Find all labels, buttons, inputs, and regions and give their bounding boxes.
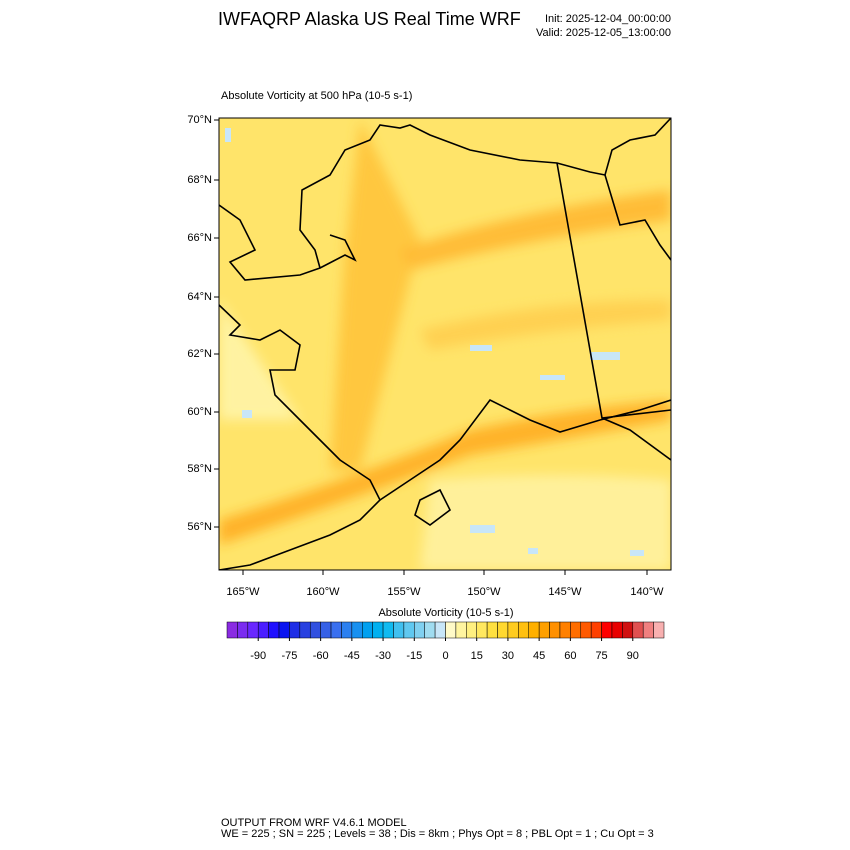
colorbar-swatch — [278, 621, 290, 639]
colorbar-swatch — [570, 621, 582, 639]
colorbar-swatch — [362, 621, 373, 639]
colorbar-swatch — [601, 621, 613, 639]
colorbar-tick-label: -60 — [313, 650, 329, 662]
lat-label: 62°N — [187, 348, 212, 360]
lat-label: 66°N — [187, 232, 212, 244]
colorbar-swatch — [538, 621, 550, 639]
colorbar-swatch — [414, 621, 425, 639]
colorbar-swatch — [268, 621, 280, 639]
colorbar-swatch — [476, 621, 488, 639]
colorbar-swatch — [351, 621, 363, 639]
colorbar-swatch — [590, 621, 602, 639]
colorbar-tick-label: -30 — [375, 650, 391, 662]
colorbar-swatch — [549, 621, 561, 639]
colorbar-swatch — [632, 621, 644, 639]
colorbar-tick-label: 75 — [595, 650, 607, 662]
lon-label: 150°W — [467, 586, 501, 598]
colorbar-swatch — [653, 621, 665, 639]
colorbar-tick-label: -75 — [281, 650, 297, 662]
colorbar-swatch — [257, 621, 269, 639]
valid-time: Valid: 2025-12-05_13:00:00 — [536, 27, 671, 39]
colorbar-swatch — [382, 621, 394, 639]
colorbar-swatch — [330, 621, 342, 639]
colorbar-swatch — [518, 621, 529, 639]
colorbar-swatch — [226, 621, 238, 639]
colorbar-swatch — [486, 621, 498, 639]
colorbar-tick-label: 90 — [627, 650, 639, 662]
colorbar-swatch — [299, 621, 311, 639]
colorbar-swatch — [434, 621, 446, 639]
title: IWFAQRP Alaska US Real Time WRF — [218, 9, 521, 29]
colorbar-swatch — [455, 621, 467, 639]
lat-label: 56°N — [187, 521, 212, 533]
lon-label: 160°W — [306, 586, 340, 598]
colorbar-swatch — [341, 621, 353, 639]
lat-label: 70°N — [187, 114, 212, 126]
colorbar-swatch — [309, 621, 321, 639]
colorbar-swatch — [237, 621, 249, 639]
map — [219, 118, 671, 570]
colorbar-swatch — [466, 621, 477, 639]
colorbar-swatch — [445, 621, 457, 639]
lon-label: 145°W — [548, 586, 582, 598]
colorbar-title: Absolute Vorticity (10-5 s-1) — [378, 607, 513, 619]
colorbar-swatch — [247, 621, 259, 639]
footer-line: WE = 225 ; SN = 225 ; Levels = 38 ; Dis … — [221, 828, 654, 840]
lat-label: 64°N — [187, 291, 212, 303]
colorbar-swatch — [497, 621, 509, 639]
colorbar-swatch — [559, 621, 571, 639]
lon-label: 155°W — [387, 586, 421, 598]
lat-label: 58°N — [187, 463, 212, 475]
init-time: Init: 2025-12-04_00:00:00 — [545, 13, 671, 25]
colorbar-tick-label: 0 — [442, 650, 448, 662]
map-frame — [218, 117, 672, 571]
colorbar-swatch — [622, 621, 634, 639]
colorbar-tick-label: 15 — [471, 650, 483, 662]
lon-label: 165°W — [226, 586, 260, 598]
colorbar-swatch — [320, 621, 332, 639]
lon-label: 140°W — [630, 586, 664, 598]
lat-label: 60°N — [187, 406, 212, 418]
colorbar-tick-label: 30 — [502, 650, 514, 662]
colorbar-swatch — [289, 621, 301, 639]
colorbar-swatch — [580, 621, 592, 639]
footer-line: OUTPUT FROM WRF V4.6.1 MODEL — [221, 817, 407, 829]
colorbar-swatch — [642, 621, 654, 639]
colorbar-swatch — [372, 621, 384, 639]
colorbar-tick-label: -15 — [406, 650, 422, 662]
colorbar-tick-label: 45 — [533, 650, 545, 662]
colorbar-tick-label: -90 — [250, 650, 266, 662]
colorbar-swatch — [528, 621, 540, 639]
lat-label: 68°N — [187, 174, 212, 186]
colorbar-swatch — [403, 621, 415, 639]
colorbar-swatch — [393, 621, 405, 639]
colorbar-swatch — [611, 621, 623, 639]
plot-title: Absolute Vorticity at 500 hPa (10-5 s-1) — [221, 90, 412, 102]
colorbar-tick-label: 60 — [564, 650, 576, 662]
colorbar-swatch — [424, 621, 436, 639]
colorbar-swatch — [507, 621, 519, 639]
colorbar-tick-label: -45 — [344, 650, 360, 662]
